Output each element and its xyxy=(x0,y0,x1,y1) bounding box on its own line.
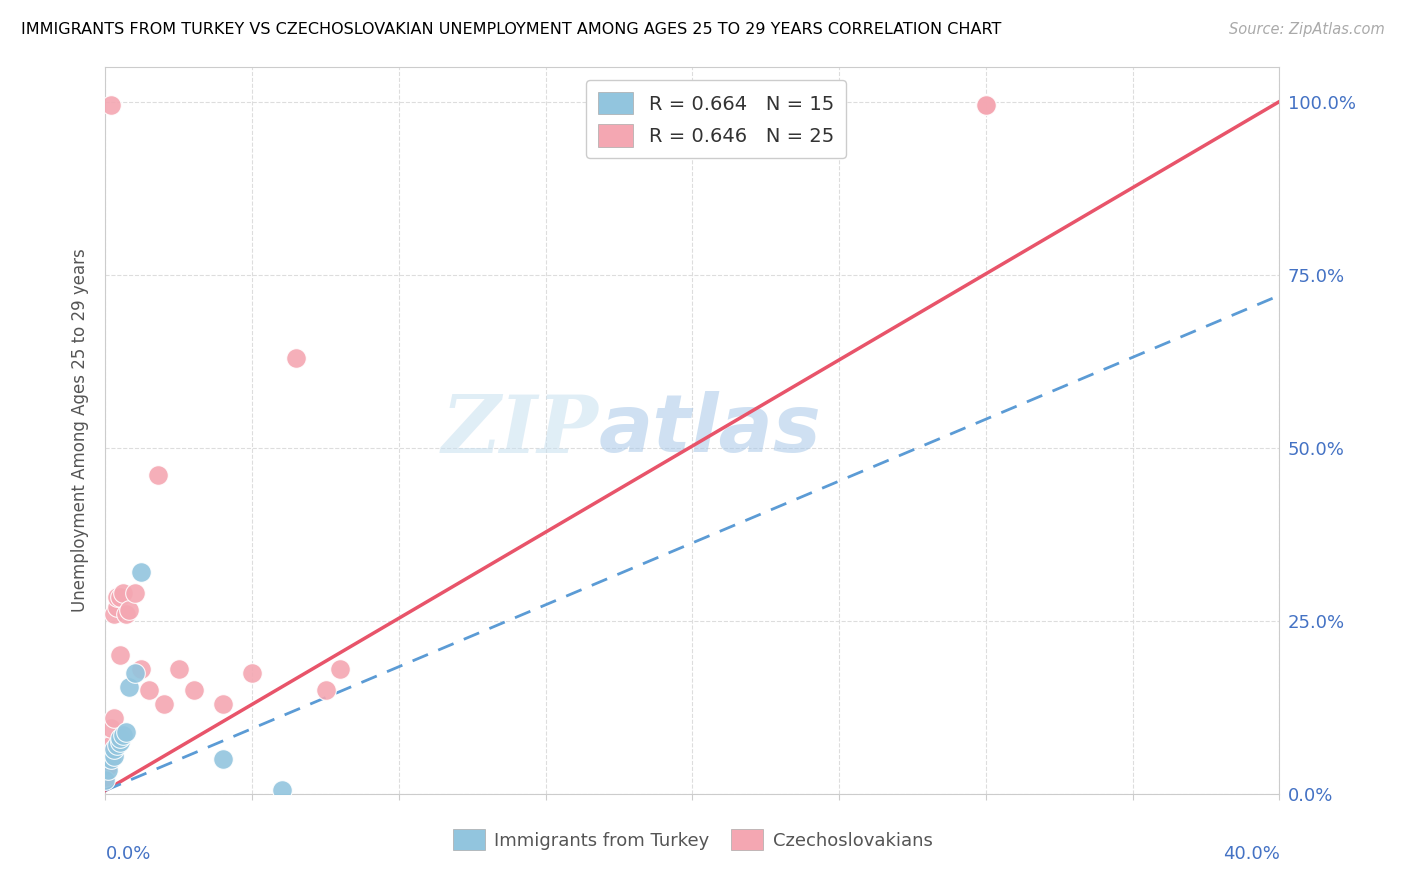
Point xyxy=(118,680,141,694)
Point xyxy=(115,607,138,621)
Point xyxy=(329,662,352,676)
Point xyxy=(129,566,152,580)
Point xyxy=(103,748,125,763)
Point xyxy=(167,662,190,676)
Text: atlas: atlas xyxy=(599,392,821,469)
Point xyxy=(124,586,146,600)
Point xyxy=(112,586,135,600)
Point xyxy=(974,98,997,112)
Point xyxy=(97,763,120,777)
Text: 0.0%: 0.0% xyxy=(105,845,150,863)
Point xyxy=(105,590,128,604)
Point xyxy=(100,752,122,766)
Point xyxy=(148,468,170,483)
Y-axis label: Unemployment Among Ages 25 to 29 years: Unemployment Among Ages 25 to 29 years xyxy=(72,249,90,612)
Point xyxy=(105,599,128,614)
Text: IMMIGRANTS FROM TURKEY VS CZECHOSLOVAKIAN UNEMPLOYMENT AMONG AGES 25 TO 29 YEARS: IMMIGRANTS FROM TURKEY VS CZECHOSLOVAKIA… xyxy=(21,22,1001,37)
Point xyxy=(94,772,117,787)
Point xyxy=(270,783,292,797)
Point xyxy=(129,662,152,676)
Point xyxy=(183,683,205,698)
Point xyxy=(108,648,131,663)
Legend: Immigrants from Turkey, Czechoslovakians: Immigrants from Turkey, Czechoslovakians xyxy=(446,822,939,857)
Point xyxy=(105,739,128,753)
Point xyxy=(211,697,233,711)
Text: Source: ZipAtlas.com: Source: ZipAtlas.com xyxy=(1229,22,1385,37)
Point xyxy=(118,603,141,617)
Point xyxy=(94,770,117,784)
Point xyxy=(103,742,125,756)
Point xyxy=(108,735,131,749)
Point xyxy=(115,724,138,739)
Text: ZIP: ZIP xyxy=(441,392,599,469)
Text: 40.0%: 40.0% xyxy=(1223,845,1279,863)
Point xyxy=(97,759,120,773)
Point xyxy=(103,607,125,621)
Point xyxy=(103,711,125,725)
Point xyxy=(100,721,122,735)
Point xyxy=(153,697,176,711)
Point xyxy=(112,728,135,742)
Point xyxy=(97,745,120,759)
Point xyxy=(240,665,263,680)
Point xyxy=(974,98,997,112)
Point xyxy=(100,739,122,753)
Point xyxy=(108,590,131,604)
Point xyxy=(138,683,160,698)
Point xyxy=(124,665,146,680)
Point xyxy=(100,98,122,112)
Point xyxy=(108,731,131,746)
Point xyxy=(211,752,233,766)
Point xyxy=(315,683,337,698)
Point xyxy=(285,351,308,365)
